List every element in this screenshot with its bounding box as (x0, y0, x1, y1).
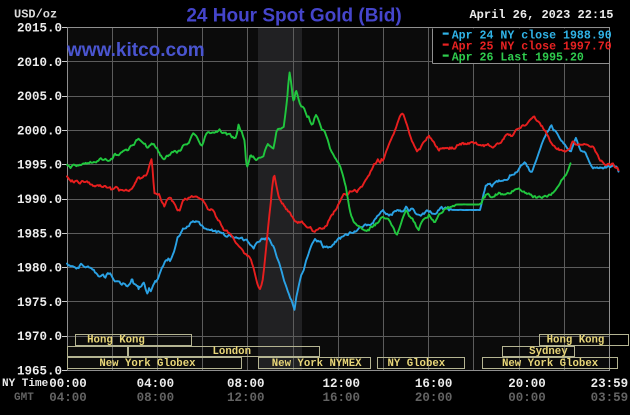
svg-text:20:00: 20:00 (508, 377, 546, 391)
svg-text:1975.0: 1975.0 (17, 296, 62, 310)
svg-text:12:00: 12:00 (227, 391, 265, 405)
svg-text:www.kitco.com: www.kitco.com (66, 40, 205, 61)
svg-text:03:59: 03:59 (591, 391, 629, 405)
svg-text:2005.0: 2005.0 (17, 90, 62, 104)
svg-text:04:00: 04:00 (137, 377, 175, 391)
svg-text:1995.0: 1995.0 (17, 159, 62, 173)
svg-text:2000.0: 2000.0 (17, 124, 62, 138)
svg-text:1985.0: 1985.0 (17, 227, 62, 241)
svg-text:08:00: 08:00 (137, 391, 175, 405)
svg-text:08:00: 08:00 (227, 377, 265, 391)
svg-text:1980.0: 1980.0 (17, 262, 62, 276)
svg-text:16:00: 16:00 (415, 377, 453, 391)
svg-text:23:59: 23:59 (591, 377, 629, 391)
svg-text:04:00: 04:00 (49, 391, 87, 405)
svg-text:1990.0: 1990.0 (17, 193, 62, 207)
svg-text:2010.0: 2010.0 (17, 56, 62, 70)
svg-text:24 Hour Spot Gold (Bid): 24 Hour Spot Gold (Bid) (186, 6, 401, 27)
svg-text:Apr 24 NY close 1988.90: Apr 24 NY close 1988.90 (452, 29, 612, 42)
svg-text:USD/oz: USD/oz (14, 8, 57, 22)
svg-text:April 26, 2023 22:15: April 26, 2023 22:15 (469, 8, 613, 22)
svg-text:London: London (213, 346, 251, 358)
svg-text:Apr 26 Last 1995.20: Apr 26 Last 1995.20 (452, 51, 584, 64)
svg-text:Hong Kong: Hong Kong (547, 335, 605, 347)
svg-text:New York Globex: New York Globex (502, 358, 599, 370)
svg-text:NY Time: NY Time (2, 378, 49, 390)
svg-text:1965.0: 1965.0 (17, 365, 62, 379)
svg-text:Hong Kong: Hong Kong (87, 335, 145, 347)
svg-text:20:00: 20:00 (415, 391, 453, 405)
svg-text:GMT: GMT (14, 392, 34, 404)
svg-text:00:00: 00:00 (49, 377, 87, 391)
svg-text:New York NYMEX: New York NYMEX (272, 358, 362, 370)
svg-text:1970.0: 1970.0 (17, 330, 62, 344)
svg-text:2015.0: 2015.0 (17, 22, 62, 36)
svg-text:Sydney: Sydney (529, 346, 568, 358)
svg-text:12:00: 12:00 (322, 377, 360, 391)
svg-text:NY Globex: NY Globex (387, 358, 445, 370)
svg-text:New York Globex: New York Globex (99, 358, 196, 370)
svg-text:Apr 25 NY close 1997.70: Apr 25 NY close 1997.70 (452, 40, 612, 53)
svg-text:16:00: 16:00 (322, 391, 360, 405)
svg-text:00:00: 00:00 (508, 391, 546, 405)
